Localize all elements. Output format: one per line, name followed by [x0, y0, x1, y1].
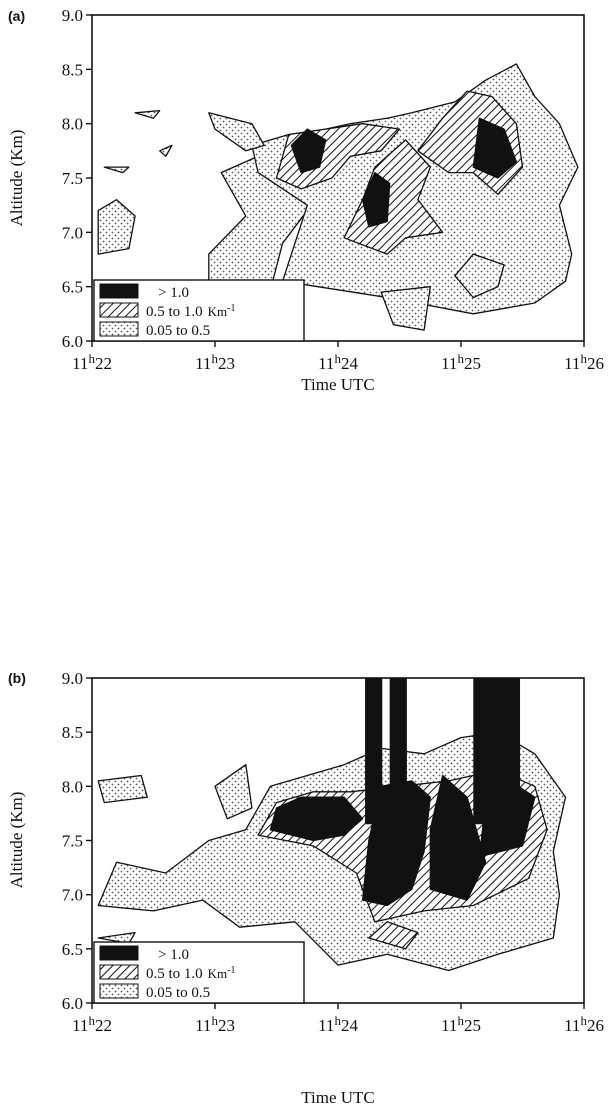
panel-label: (a) [8, 8, 25, 24]
y-tick-label: 8.0 [62, 115, 83, 134]
region-low [380, 286, 431, 331]
legend-swatch [99, 964, 139, 980]
y-axis-label: Altitude (Km) [7, 130, 26, 227]
y-tick-label: 7.0 [62, 223, 83, 242]
region-low [97, 199, 136, 255]
panel-b: (b) 6.0 6.5 7.0 7.5 8.0 8.5 9.0 11h22 11h23 11h24… [7, 669, 604, 1107]
region-low [97, 931, 136, 945]
panel-label: (b) [8, 670, 26, 686]
x-tick-label: 11h23 [195, 1013, 235, 1035]
y-tick-label: 6.0 [62, 994, 83, 1013]
legend-swatch [99, 283, 139, 299]
legend-swatch [99, 302, 139, 318]
region-low [214, 764, 253, 820]
region-low [134, 109, 161, 119]
y-axis-label: Altitude (Km) [7, 792, 26, 889]
y-tick-label: 8.0 [62, 777, 83, 796]
y-tick-label: 6.0 [62, 332, 83, 351]
region-low [103, 166, 130, 174]
region-high-column [473, 678, 521, 825]
region-low [159, 144, 173, 157]
legend-label: 0.5 to 1.0 Km-1 [146, 303, 236, 320]
panel-a: (a) 6.0 6.5 7.0 7.5 8.0 8.5 9.0 11h22 11h23 11h24… [7, 6, 604, 394]
x-tick-label: 11h24 [318, 351, 358, 373]
y-tick-label: 6.5 [62, 940, 83, 959]
x-tick-label: 11h25 [441, 1013, 481, 1035]
x-tick-label: 11h25 [441, 351, 481, 373]
region-low [208, 112, 265, 152]
legend-swatch [99, 945, 139, 961]
x-tick-label: 11h23 [195, 351, 235, 373]
region-low [454, 253, 505, 299]
y-tick-label: 9.0 [62, 669, 83, 688]
region-high-column [365, 678, 383, 825]
y-tick-label: 7.5 [62, 169, 83, 188]
y-tick-label: 6.5 [62, 278, 83, 297]
region-high-column [389, 678, 407, 825]
x-tick-label: 11h24 [318, 1013, 358, 1035]
x-tick-label: 11h22 [72, 1013, 112, 1035]
legend-label: > 1.0 [158, 947, 189, 963]
legend: > 1.0 0.5 to 1.0 Km-1 0.05 to 0.5 [93, 279, 305, 342]
y-tick-label: 8.5 [62, 723, 83, 742]
y-tick-label: 7.5 [62, 832, 83, 851]
region-low [97, 774, 148, 804]
legend-label: > 1.0 [158, 285, 189, 301]
region-high [472, 117, 518, 179]
y-tick-label: 7.0 [62, 886, 83, 905]
x-tick-label: 11h22 [72, 351, 112, 373]
x-tick-label: 11h26 [564, 351, 604, 373]
x-axis-label: Time UTC [301, 1088, 375, 1107]
region-high [361, 171, 391, 228]
x-tick-label: 11h26 [564, 1013, 604, 1035]
region-high [290, 128, 327, 174]
legend-label: 0.05 to 0.5 [146, 985, 210, 1001]
legend-swatch [99, 983, 139, 999]
region-high [429, 774, 487, 901]
legend-label: 0.05 to 0.5 [146, 323, 210, 339]
y-tick-label: 8.5 [62, 60, 83, 79]
x-axis-label: Time UTC [301, 375, 375, 394]
region-mid [368, 921, 419, 950]
legend-swatch [99, 321, 139, 337]
legend: > 1.0 0.5 to 1.0 Km-1 0.05 to 0.5 [93, 941, 305, 1004]
region-high [269, 796, 364, 842]
y-tick-label: 9.0 [62, 6, 83, 25]
legend-label: 0.5 to 1.0 Km-1 [146, 965, 236, 982]
